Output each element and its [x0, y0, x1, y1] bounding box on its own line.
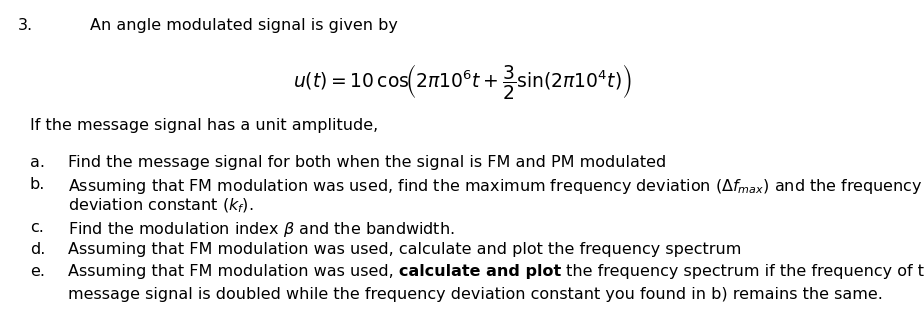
Text: Assuming that FM modulation was used, calculate and plot the frequency spectrum: Assuming that FM modulation was used, ca… [68, 242, 741, 257]
Text: $u(t) = 10\,\mathrm{cos}\!\left(2\pi 10^6 t + \dfrac{3}{2}\sin(2\pi 10^4 t)\righ: $u(t) = 10\,\mathrm{cos}\!\left(2\pi 10^… [293, 62, 631, 101]
Text: If the message signal has a unit amplitude,: If the message signal has a unit amplitu… [30, 118, 378, 133]
Text: calculate and plot: calculate and plot [399, 264, 561, 279]
Text: deviation constant $(k_f)$.: deviation constant $(k_f)$. [68, 197, 253, 215]
Text: a.: a. [30, 155, 45, 170]
Text: 3.: 3. [18, 18, 33, 33]
Text: e.: e. [30, 264, 45, 279]
Text: Assuming that FM modulation was used,: Assuming that FM modulation was used, [68, 264, 399, 279]
Text: An angle modulated signal is given by: An angle modulated signal is given by [90, 18, 398, 33]
Text: Assuming that FM modulation was used, find the maximum frequency deviation ($\De: Assuming that FM modulation was used, fi… [68, 177, 923, 196]
Text: message signal is doubled while the frequency deviation constant you found in b): message signal is doubled while the freq… [68, 287, 882, 302]
Text: the frequency spectrum if the frequency of the: the frequency spectrum if the frequency … [561, 264, 924, 279]
Text: Find the modulation index $\beta$ and the bandwidth.: Find the modulation index $\beta$ and th… [68, 220, 455, 239]
Text: b.: b. [30, 177, 45, 192]
Text: c.: c. [30, 220, 43, 235]
Text: Find the message signal for both when the signal is FM and PM modulated: Find the message signal for both when th… [68, 155, 666, 170]
Text: d.: d. [30, 242, 45, 257]
